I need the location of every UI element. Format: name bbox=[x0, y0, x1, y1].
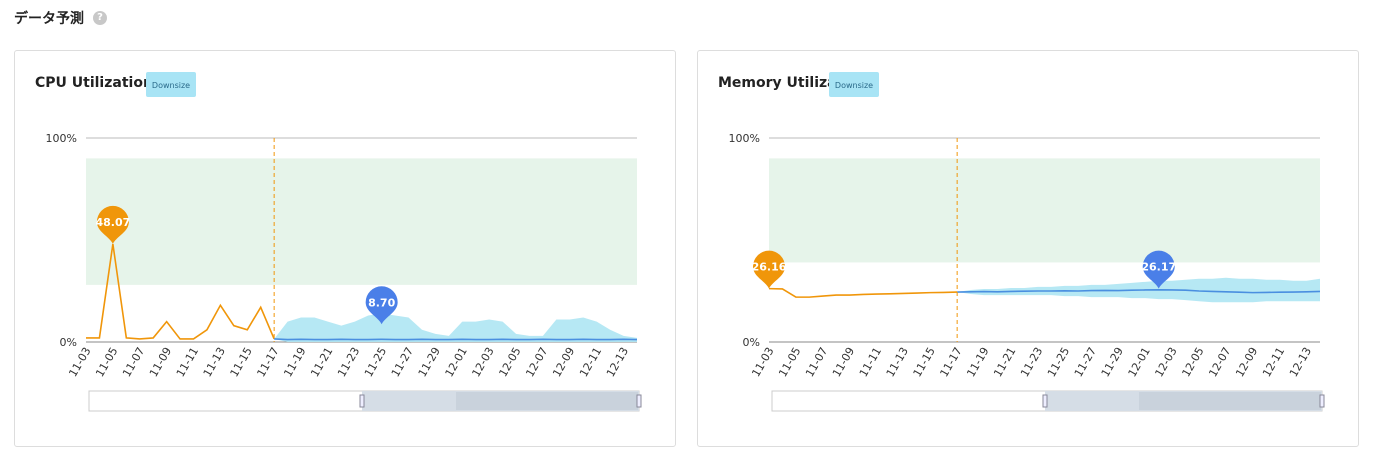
marker-pin bbox=[365, 286, 398, 325]
x-tick-label: 11-03 bbox=[66, 345, 93, 379]
chart-panel: Memory Utilization Downsize 0% 100% 11-03 11-… bbox=[697, 50, 1359, 447]
x-tick-label: 11-19 bbox=[964, 345, 991, 379]
value-marker: 26.17 bbox=[1141, 250, 1176, 289]
x-tick-label: 12-01 bbox=[443, 345, 470, 379]
slider-handle bbox=[1042, 394, 1048, 408]
x-tick-label: 11-17 bbox=[938, 345, 965, 379]
x-tick-label: 11-13 bbox=[884, 345, 911, 379]
slider-handle bbox=[636, 394, 642, 408]
x-tick-label: 11-03 bbox=[749, 345, 776, 379]
marker-pin bbox=[96, 205, 129, 244]
forecast-band bbox=[274, 313, 637, 342]
series-line bbox=[86, 243, 275, 340]
series-line bbox=[274, 338, 638, 341]
x-tick-label: 11-19 bbox=[281, 345, 308, 379]
marker-label: 26.17 bbox=[1141, 261, 1176, 274]
x-tick-label: 11-17 bbox=[255, 345, 282, 379]
y-tick-label: 0% bbox=[743, 336, 760, 349]
marker-pin bbox=[753, 250, 785, 289]
x-tick-label: 11-21 bbox=[308, 345, 335, 379]
x-tick-label: 11-13 bbox=[201, 345, 228, 379]
downsize-button[interactable]: Downsize bbox=[829, 72, 879, 97]
x-tick-label: 12-05 bbox=[496, 345, 523, 379]
x-tick-label: 11-09 bbox=[830, 345, 857, 379]
chart-panel: CPU Utilization Downsize 0% 100% 11-03 11-05 1… bbox=[14, 50, 676, 447]
marker-label: 8.70 bbox=[368, 296, 395, 309]
marker-label: 48.07 bbox=[95, 216, 130, 229]
x-tick-label: 11-23 bbox=[335, 345, 362, 379]
x-tick-label: 11-29 bbox=[1099, 345, 1126, 379]
slider-forecast bbox=[1139, 392, 1321, 410]
page-header: データ予測 ? bbox=[14, 8, 107, 28]
button-label: Downsize bbox=[152, 81, 190, 90]
button-bg bbox=[146, 72, 196, 97]
marker-pin bbox=[1142, 250, 1175, 289]
x-tick-label: 12-03 bbox=[470, 345, 497, 379]
help-icon[interactable]: ? bbox=[93, 11, 107, 25]
x-tick-label: 12-11 bbox=[577, 345, 604, 379]
chart-title: CPU Utilization bbox=[35, 75, 153, 91]
threshold-zone bbox=[86, 158, 637, 285]
downsize-button[interactable]: Downsize bbox=[146, 72, 196, 97]
threshold-zone bbox=[769, 158, 1320, 263]
x-tick-label: 11-15 bbox=[911, 345, 938, 379]
x-tick-label: 11-07 bbox=[120, 345, 147, 379]
slider-handle bbox=[1319, 394, 1325, 408]
y-tick-label: 100% bbox=[46, 132, 77, 145]
slider-forecast bbox=[456, 392, 638, 410]
range-slider[interactable] bbox=[88, 390, 642, 412]
x-tick-label: 11-23 bbox=[1018, 345, 1045, 379]
marker-label: 26.16 bbox=[752, 261, 787, 274]
x-tick-label: 12-11 bbox=[1260, 345, 1287, 379]
x-tick-label: 11-25 bbox=[362, 345, 389, 379]
x-tick-label: 12-07 bbox=[523, 345, 550, 379]
x-tick-label: 12-05 bbox=[1179, 345, 1206, 379]
x-tick-label: 11-27 bbox=[389, 345, 416, 379]
x-tick-label: 12-13 bbox=[604, 345, 631, 379]
y-tick-label: 100% bbox=[729, 132, 760, 145]
x-tick-label: 11-11 bbox=[174, 345, 201, 379]
button-label: Downsize bbox=[835, 81, 873, 90]
button-bg bbox=[829, 72, 879, 97]
value-marker: 8.70 bbox=[365, 286, 398, 325]
x-tick-label: 12-01 bbox=[1126, 345, 1153, 379]
value-marker: 26.16 bbox=[752, 250, 787, 289]
x-tick-label: 11-11 bbox=[857, 345, 884, 379]
series-line bbox=[957, 288, 1321, 294]
x-tick-label: 12-03 bbox=[1153, 345, 1180, 379]
x-tick-label: 11-07 bbox=[803, 345, 830, 379]
page-title: データ予測 bbox=[14, 11, 84, 27]
x-tick-label: 11-05 bbox=[776, 345, 803, 379]
x-tick-label: 11-05 bbox=[93, 345, 120, 379]
series-line bbox=[768, 287, 958, 298]
x-tick-label: 11-21 bbox=[991, 345, 1018, 379]
x-tick-label: 12-09 bbox=[1233, 345, 1260, 379]
x-tick-label: 12-07 bbox=[1206, 345, 1233, 379]
slider-handle bbox=[359, 394, 365, 408]
x-tick-label: 11-27 bbox=[1072, 345, 1099, 379]
x-tick-label: 11-15 bbox=[228, 345, 255, 379]
x-tick-label: 12-09 bbox=[550, 345, 577, 379]
x-tick-label: 11-29 bbox=[416, 345, 443, 379]
x-tick-label: 12-13 bbox=[1287, 345, 1314, 379]
value-marker: 48.07 bbox=[95, 205, 130, 244]
range-slider[interactable] bbox=[771, 390, 1325, 412]
x-tick-label: 11-25 bbox=[1045, 345, 1072, 379]
y-tick-label: 0% bbox=[60, 336, 77, 349]
x-tick-label: 11-09 bbox=[147, 345, 174, 379]
